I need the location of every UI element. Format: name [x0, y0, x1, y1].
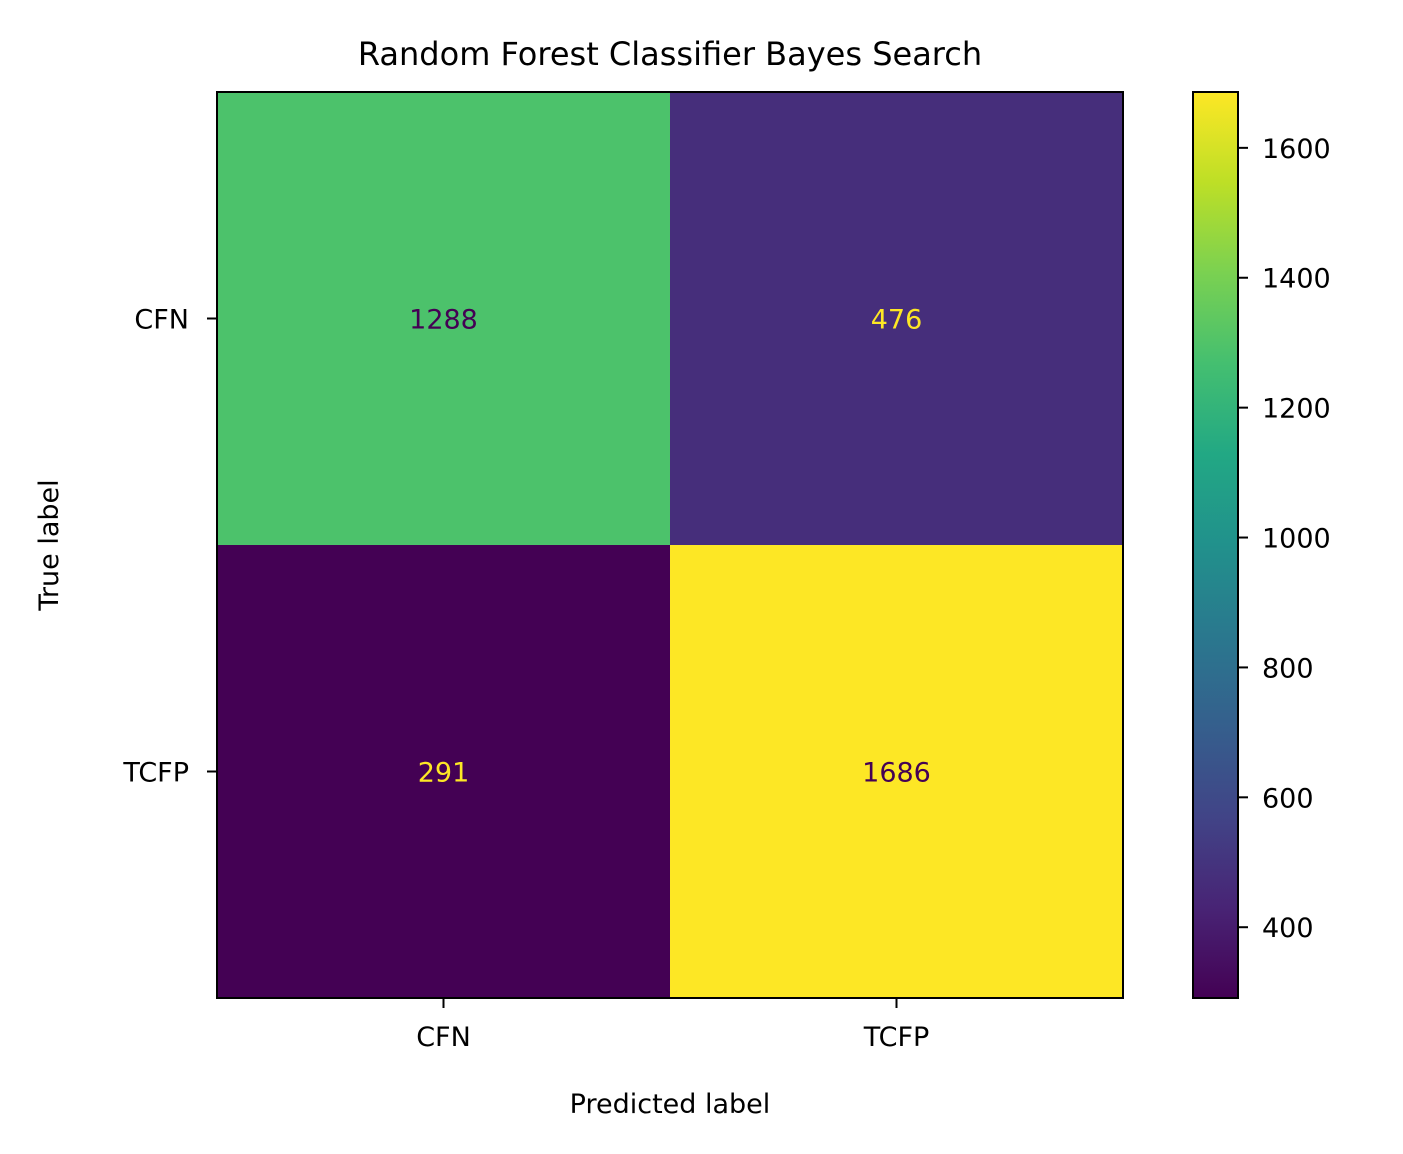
x-axis-label: Predicted label [570, 1089, 771, 1120]
plot-frame [216, 91, 1124, 999]
colorbar-tick-label: 1400 [1262, 264, 1331, 295]
chart-title: Random Forest Classifier Bayes Search [358, 35, 982, 73]
colorbar-tick-label: 1600 [1262, 134, 1331, 165]
y-tick-label: CFN [134, 305, 189, 336]
x-axis-ticks: CFN TCFP [416, 998, 929, 1053]
cell-1-0 [217, 545, 670, 998]
y-axis-label: True label [34, 479, 65, 611]
x-tick-label: CFN [416, 1022, 471, 1053]
cell-value-1-0: 291 [418, 758, 470, 789]
cell-value-0-0: 1288 [409, 305, 478, 336]
colorbar-tick-label: 600 [1262, 783, 1314, 814]
cell-0-1 [670, 92, 1123, 545]
y-axis-ticks: CFN TCFP [122, 305, 217, 789]
cell-value-labels: 1288 476 291 1686 [409, 305, 931, 789]
colorbar-tick-label: 1200 [1262, 394, 1331, 425]
colorbar [1192, 91, 1239, 999]
cell-value-1-1: 1686 [862, 758, 931, 789]
colorbar-tick-label: 800 [1262, 653, 1314, 684]
colorbar-ticks: 400 600 800 1000 1200 1400 1600 [1238, 134, 1331, 944]
cell-value-0-1: 476 [871, 305, 923, 336]
cell-1-1 [670, 545, 1123, 998]
colorbar-tick-label: 400 [1262, 913, 1314, 944]
y-tick-label: TCFP [122, 758, 189, 789]
x-tick-label: TCFP [863, 1022, 930, 1053]
cell-0-0 [217, 92, 670, 545]
colorbar-tick-label: 1000 [1262, 524, 1331, 555]
heatmap-cells [217, 92, 1123, 998]
